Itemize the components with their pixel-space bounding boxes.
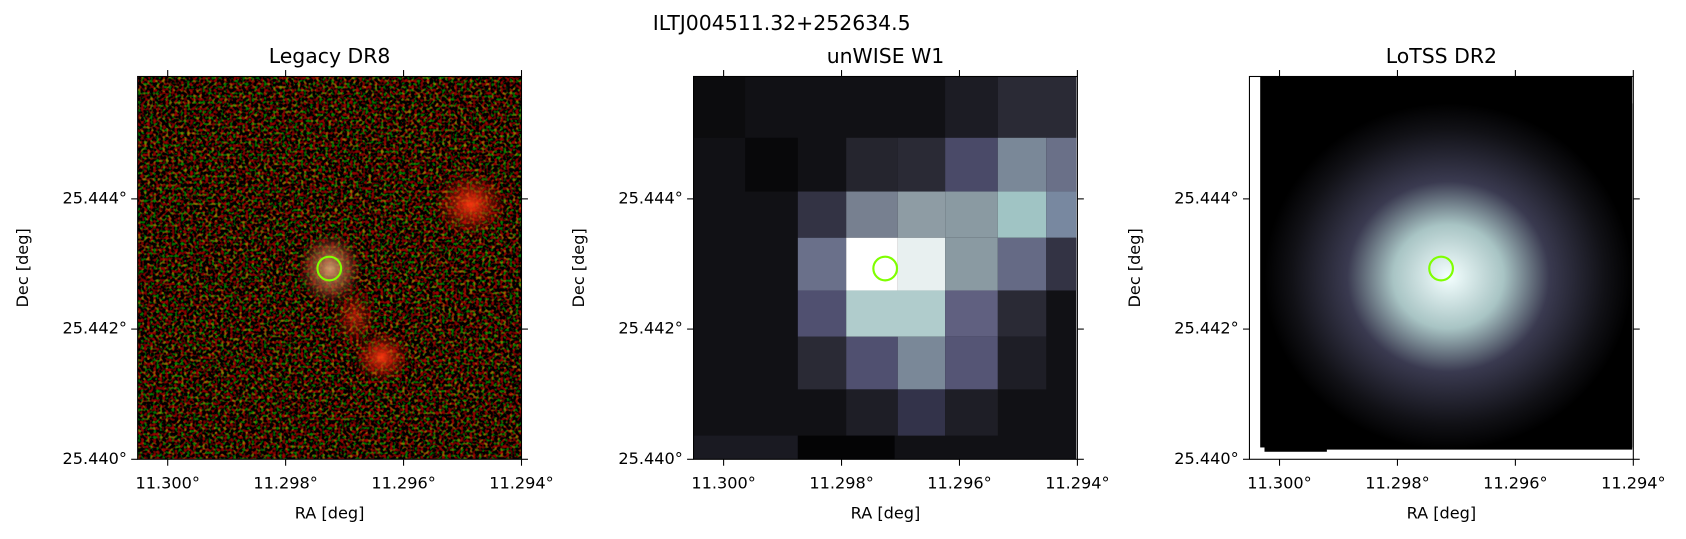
y-tick-label: 25.442° [1174, 319, 1238, 338]
legacy-image [137, 76, 522, 460]
unwise-image [693, 76, 1077, 460]
x-tick-label: 11.294° [489, 474, 553, 493]
axes-frame [137, 75, 523, 460]
panel-title: LoTSS DR2 [1386, 44, 1497, 68]
y-tick-label: 25.442° [618, 319, 682, 338]
axes-frame [1248, 75, 1634, 460]
x-tick-label: 11.296° [371, 474, 435, 493]
panel-title: Legacy DR8 [269, 44, 391, 68]
axes-frame [693, 75, 1078, 460]
y-tick-label: 25.442° [62, 319, 126, 338]
x-tick-label: 11.300° [691, 474, 755, 493]
y-tick-label: 25.440° [618, 449, 682, 468]
x-axis-label: RA [deg] [295, 504, 365, 523]
x-tick-label: 11.300° [1247, 474, 1311, 493]
x-tick-label: 11.294° [1601, 474, 1665, 493]
x-tick-label: 11.294° [1045, 474, 1109, 493]
x-tick-label: 11.300° [135, 474, 199, 493]
figure-title: ILTJ004511.32+252634.5 [653, 11, 911, 35]
y-tick-label: 25.444° [62, 188, 126, 207]
y-tick-label: 25.444° [618, 188, 682, 207]
x-axis-label: RA [deg] [851, 504, 921, 523]
x-tick-label: 11.298° [1365, 474, 1429, 493]
source-marker [872, 255, 899, 282]
y-axis-label: Dec [deg] [569, 228, 588, 307]
y-tick-label: 25.440° [1174, 449, 1238, 468]
x-tick-label: 11.298° [809, 474, 873, 493]
y-tick-label: 25.444° [1174, 188, 1238, 207]
x-axis-label: RA [deg] [1407, 504, 1477, 523]
lotss-image [1249, 76, 1633, 460]
y-axis-label: Dec [deg] [13, 228, 32, 307]
source-marker [316, 255, 343, 282]
source-marker [1428, 255, 1454, 282]
x-tick-label: 11.296° [927, 474, 991, 493]
x-tick-label: 11.298° [253, 474, 317, 493]
y-axis-label: Dec [deg] [1125, 228, 1144, 307]
panel-title: unWISE W1 [827, 44, 945, 68]
y-tick-label: 25.440° [62, 449, 126, 468]
x-tick-label: 11.296° [1483, 474, 1547, 493]
